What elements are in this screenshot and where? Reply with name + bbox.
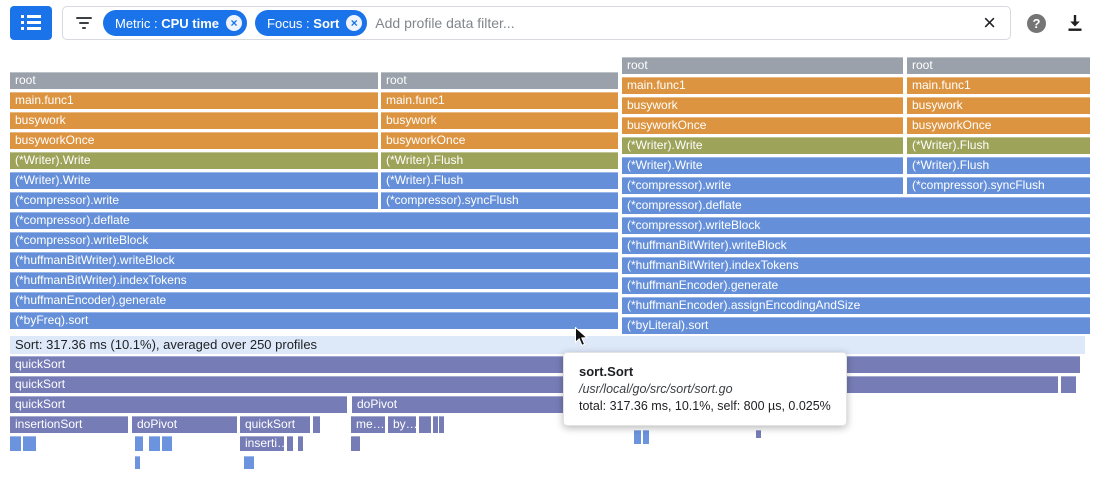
filter-input[interactable]: Add profile data filter... [375,15,515,31]
flame-frame[interactable]: main.func1 [381,92,618,109]
flame-frame[interactable]: busywork [10,112,378,129]
flame-frame[interactable]: root [10,72,378,89]
flame-frame[interactable]: (*Writer).Flush [907,137,1090,154]
flame-frame[interactable]: root [907,57,1090,74]
flame-frame[interactable]: quickSort [10,356,1080,373]
flame-frame[interactable]: (*compressor).writeBlock [622,217,1090,234]
flame-frame[interactable]: (*huffmanEncoder).assignEncodingAndSize [622,297,1090,314]
flame-frame[interactable]: (*huffmanBitWriter).indexTokens [10,272,618,289]
flame-frame[interactable]: (*Writer).Write [622,137,903,154]
flame-frame[interactable]: doPivot [132,416,237,433]
flame-frame[interactable] [162,436,167,451]
flame-frame[interactable]: (*huffmanBitWriter).writeBlock [622,237,1090,254]
flame-frame[interactable]: busyworkOnce [907,117,1090,134]
flame-frame[interactable]: (*compressor).syncFlush [381,192,618,209]
flame-frame[interactable] [355,436,360,451]
chip-remove-icon[interactable]: × [346,15,363,31]
flame-frame[interactable] [31,436,36,451]
flame-frame[interactable]: busywork [381,112,618,129]
flame-frame[interactable]: (*Writer).Write [10,172,378,189]
flame-frame[interactable]: (*Writer).Write [622,157,903,174]
flame-frame[interactable] [23,436,28,451]
flame-frame[interactable] [135,436,143,451]
flame-frame[interactable]: (*huffmanEncoder).generate [622,277,1090,294]
flame-frame[interactable]: (*compressor).write [622,177,903,194]
flame-frame[interactable]: (*Writer).Flush [381,152,618,169]
mouse-cursor [574,326,589,353]
flame-frame[interactable]: busyworkOnce [381,132,618,149]
toolbar: Metric : CPU time × Focus : Sort × Add p… [0,0,1096,46]
flame-frame[interactable] [419,416,431,433]
flame-frame[interactable] [433,416,438,433]
help-icon[interactable]: ? [1027,13,1046,33]
flame-frame[interactable]: (*byFreq).sort [10,312,618,329]
flame-frame[interactable]: (*byLiteral).sort [622,317,1090,334]
flame-frame[interactable] [298,436,303,451]
flame-frame[interactable]: busyworkOnce [10,132,378,149]
flame-frame[interactable]: quickSort [10,396,347,413]
flame-frame[interactable]: (*compressor).deflate [622,197,1090,214]
download-icon[interactable] [1066,14,1084,32]
flame-frame[interactable] [249,456,254,469]
flame-frame[interactable] [313,416,320,433]
flame-frame[interactable]: inserti… [240,436,284,451]
flame-frame[interactable]: root [622,57,903,74]
menu-button[interactable] [10,6,52,40]
flame-frame[interactable] [244,456,249,469]
flame-frame[interactable]: busyworkOnce [622,117,903,134]
filter-icon [75,16,93,30]
flame-frame[interactable] [27,436,32,451]
flame-frame[interactable] [167,436,172,451]
flame-frame[interactable] [351,436,356,451]
flame-frame[interactable]: quickSort [240,416,310,433]
flame-frame[interactable]: (*compressor).syncFlush [907,177,1090,194]
flame-frame[interactable]: busywork [907,97,1090,114]
flame-frame[interactable]: me… [351,416,385,433]
flame-frame[interactable]: (*Writer).Write [10,152,378,169]
flame-frame[interactable] [1061,376,1076,393]
flame-frame[interactable]: (*compressor).write [10,192,378,209]
flame-frame[interactable]: (*Writer).Flush [907,157,1090,174]
flame-frame[interactable]: busywork [622,97,903,114]
chip-remove-icon[interactable]: × [226,15,243,31]
tooltip-source-path: /usr/local/go/src/sort/sort.go [579,382,733,396]
flame-frame[interactable] [149,436,160,451]
flame-frame[interactable]: main.func1 [907,77,1090,94]
flame-frame[interactable]: quickSort [10,376,1058,393]
chip-label: Metric : CPU time [115,15,220,31]
flame-frame[interactable] [439,416,444,433]
list-icon [21,14,41,32]
flame-frame[interactable]: (*Writer).Flush [381,172,618,189]
flame-frame[interactable] [643,430,649,444]
flame-frame[interactable] [135,456,140,469]
flame-frame[interactable] [10,436,21,451]
flame-frame[interactable]: (*huffmanEncoder).generate [10,292,618,309]
flame-frame[interactable] [634,430,641,444]
flame-frame[interactable]: root [381,72,618,89]
chip-label: Focus : Sort [267,15,340,31]
flame-frame[interactable]: insertionSort [10,416,128,433]
flame-frame[interactable]: (*huffmanBitWriter).indexTokens [622,257,1090,274]
tooltip-stats: total: 317.36 ms, 10.1%, self: 800 µs, 0… [579,399,831,413]
flame-frame[interactable]: (*compressor).deflate [10,212,618,229]
clear-filter-icon[interactable]: × [983,10,996,35]
filter-chip-focus[interactable]: Focus : Sort × [255,10,368,36]
tooltip: sort.Sort /usr/local/go/src/sort/sort.go… [563,352,847,426]
selection-banner[interactable]: Sort: 317.36 ms (10.1%), averaged over 2… [10,336,1085,354]
flame-frame[interactable]: by… [388,416,416,433]
flame-frame[interactable] [287,436,293,451]
tooltip-function-name: sort.Sort [579,364,634,379]
flame-frame[interactable]: main.func1 [10,92,378,109]
flame-frame[interactable] [756,430,761,438]
filter-bar[interactable]: Metric : CPU time × Focus : Sort × Add p… [62,6,1011,40]
filter-chip-metric[interactable]: Metric : CPU time × [103,10,248,36]
flame-frame[interactable]: (*compressor).writeBlock [10,232,618,249]
flame-frame[interactable]: main.func1 [622,77,903,94]
flame-frame[interactable]: (*huffmanBitWriter).writeBlock [10,252,618,269]
